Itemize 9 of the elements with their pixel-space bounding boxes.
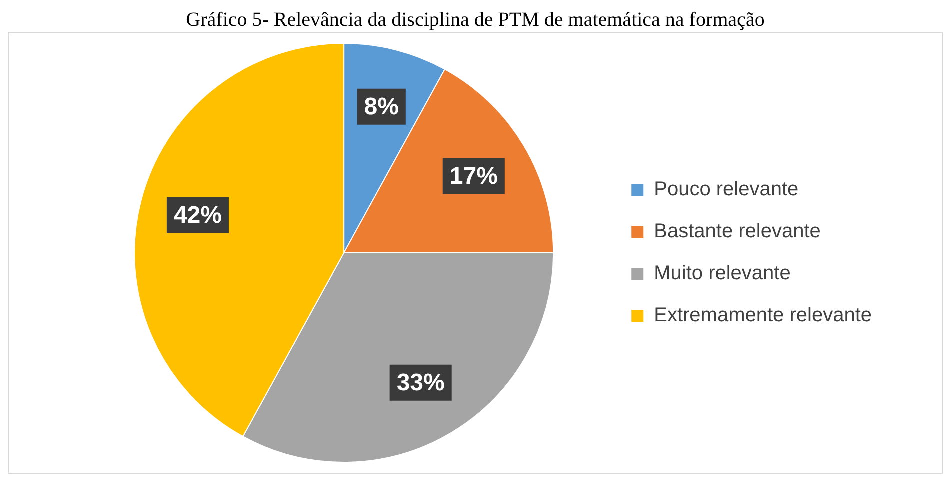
data-label: 8% bbox=[364, 94, 399, 121]
data-label: 33% bbox=[396, 369, 445, 396]
legend-label: Muito relevante bbox=[654, 262, 791, 285]
legend-label: Extremamente relevante bbox=[654, 304, 872, 327]
data-label: 42% bbox=[174, 202, 222, 230]
chart-title: Gráfico 5- Relevância da disciplina de PTM de matemática na formação bbox=[185, 8, 766, 32]
legend-label: Bastante relevante bbox=[654, 220, 821, 243]
legend-label: Pouco relevante bbox=[654, 178, 799, 201]
data-label: 17% bbox=[450, 162, 498, 190]
